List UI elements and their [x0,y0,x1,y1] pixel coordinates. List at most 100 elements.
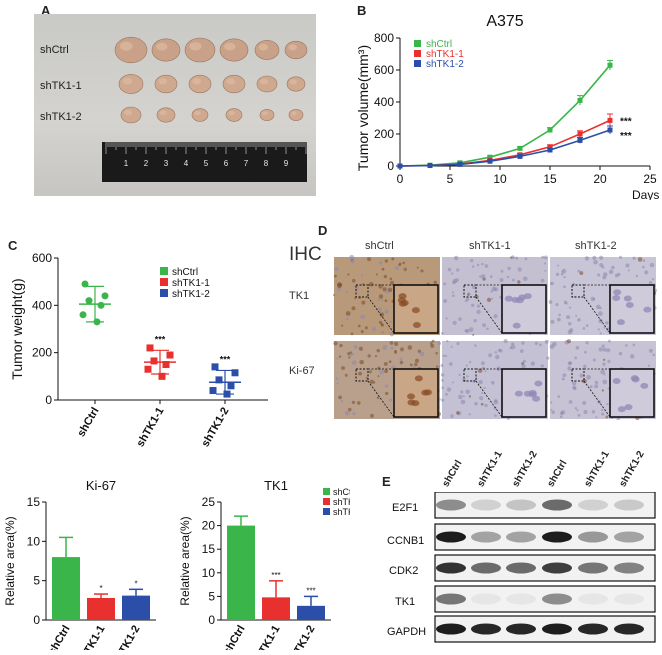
tumor-highlight [228,110,235,116]
blot-band [578,593,608,605]
ihc-cell [334,280,338,283]
significance-mark: *** [306,586,315,595]
tumor-row-label-shctrl: shCtrl [40,44,69,56]
data-point [577,97,583,103]
ihc-cell [642,265,645,269]
ihc-cell [486,297,492,302]
ihc-cell [374,354,378,358]
ihc-cell [592,255,597,261]
ihc-cell [611,265,615,270]
ihc-inset-cell [617,406,626,413]
ihc-cell [407,345,413,350]
ihc-cell [572,381,577,386]
data-point [146,344,154,352]
blot-band [542,623,572,635]
ihc-inset-cell [398,293,407,300]
blot-band [542,593,572,605]
ihc-cell [378,320,383,325]
ihc-cell [360,330,364,334]
ihc-cell [333,274,337,278]
ihc-cell [598,311,603,316]
data-point [158,372,166,380]
ihc-cell [538,343,542,347]
blot-band [506,499,536,511]
ihc-cell [510,344,516,350]
ihc-cell [555,302,559,307]
data-point [397,163,403,169]
ihc-cell [359,359,364,365]
ihc-label: IHC [289,244,322,265]
ihc-row-ki67: Ki-67 [289,365,315,377]
ihc-cell [584,350,587,354]
blot-band [506,531,536,543]
ihc-cell [595,416,598,419]
ihc-cell [594,380,599,385]
ihc-cell [577,318,581,322]
ihc-cell [347,407,352,412]
chart-title: A375 [486,13,523,30]
x-tick-label: 10 [493,172,507,186]
ihc-cell [452,381,455,384]
ihc-cell [402,267,406,271]
ihc-cell [435,365,439,368]
ihc-cell [603,373,606,376]
ihc-cell [493,406,497,410]
ihc-cell [385,289,390,294]
ihc-cell [507,266,511,271]
tumor-highlight [262,111,268,116]
ihc-cell [550,281,554,286]
bar [262,597,290,620]
ihc-zoom-inset [501,284,547,334]
ihc-cell [627,269,630,272]
legend-label: shTK1-2 [333,507,350,517]
ihc-zoom-line [583,380,611,418]
y-tick-label: 600 [32,251,52,265]
tumor-specimen [120,106,142,124]
tumor-highlight [122,77,133,85]
ihc-cell [480,262,484,266]
ihc-cell [568,306,572,309]
tumor-highlight [158,78,168,85]
ihc-roi-box [355,368,369,382]
ihc-roi-box [463,284,477,298]
legend-label: shCtrl [426,39,452,50]
legend-label: shCtrl [172,267,198,278]
ihc-cell [443,282,447,286]
ruler-number: 3 [164,159,169,168]
ihc-cell [389,332,394,337]
wb-label-tk1: TK1 [395,596,416,608]
ihc-cell [563,275,566,279]
tumor-specimen [256,75,278,93]
ihc-cell [395,266,400,271]
ihc-cell [383,274,388,279]
data-point [607,127,613,133]
ihc-inset-cell [643,306,652,313]
ihc-inset-cell [528,389,537,396]
ihc-cell [479,396,484,401]
ihc-cell [384,299,388,303]
y-tick-label: 15 [27,495,41,509]
ihc-cell [340,399,344,403]
blot-band [436,499,466,511]
ihc-cell [644,270,649,275]
ihc-cell [555,272,560,277]
panel-d-letter: D [318,223,328,238]
ruler-number: 8 [264,159,269,168]
ihc-cell [416,266,419,269]
ihc-cell [648,348,653,353]
ihc-cell [393,341,399,346]
ihc-inset-cell [612,378,621,385]
ihc-cell [652,353,656,357]
ihc-cell [389,320,393,324]
ihc-inset-cell [616,319,625,326]
ihc-cell [448,362,453,366]
data-point [517,153,523,159]
ihc-cell [480,361,485,366]
ihc-cell [579,373,584,378]
blot-band [542,499,572,511]
ihc-cell [602,379,608,385]
tumor-specimen [286,76,306,92]
ihc-cell [568,361,573,365]
legend-label: shTK1-1 [172,278,210,289]
